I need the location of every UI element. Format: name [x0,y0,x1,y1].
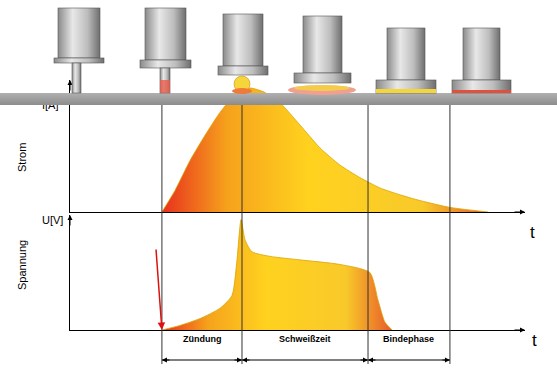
svg-text:Schweißzeit: Schweißzeit [279,334,331,344]
svg-text:t: t [532,331,537,350]
svg-text:U[V]: U[V] [42,214,63,226]
svg-text:I[A]: I[A] [42,99,59,111]
svg-text:Bindephase: Bindephase [383,334,434,344]
svg-text:Zündung: Zündung [183,334,221,344]
svg-text:Spannung: Spannung [16,240,28,290]
svg-text:t: t [530,223,535,242]
svg-text:Strom: Strom [16,143,28,172]
